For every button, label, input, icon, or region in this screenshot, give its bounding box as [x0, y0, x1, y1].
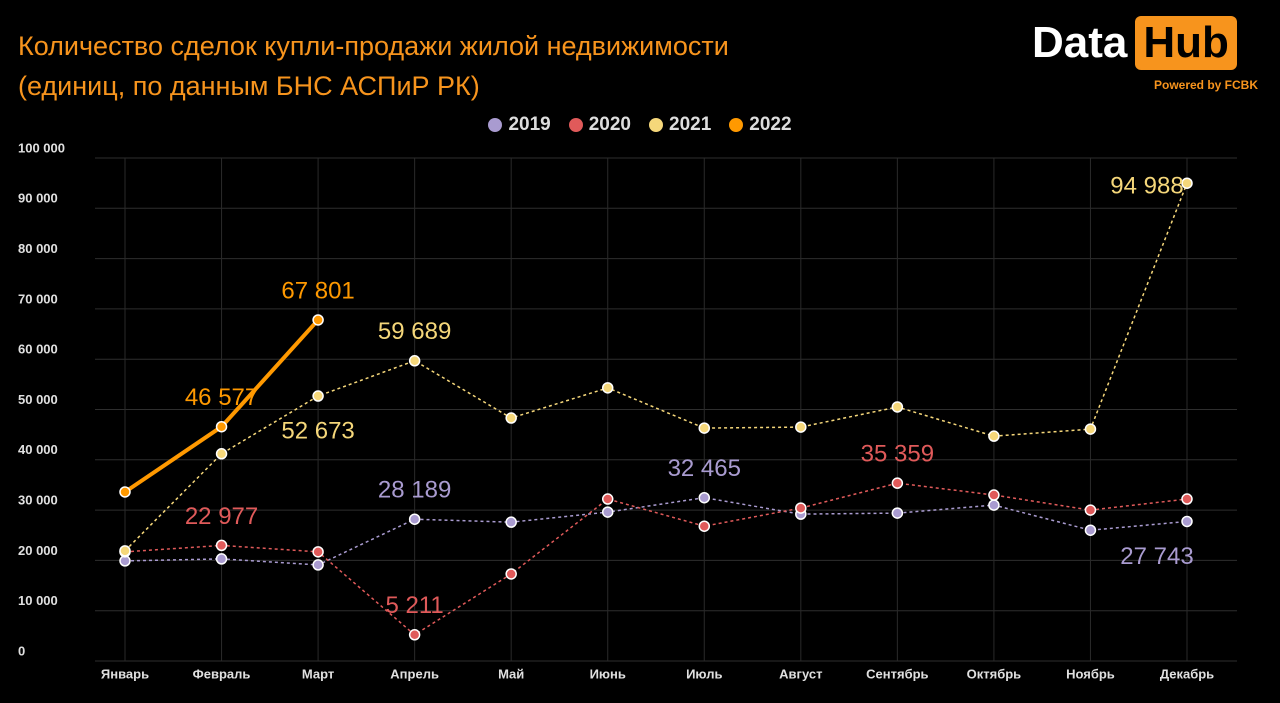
data-point [505, 412, 517, 424]
data-label: 52 673 [281, 417, 354, 444]
data-point [698, 422, 711, 434]
data-point [215, 420, 228, 433]
x-tick-label: Февраль [193, 666, 251, 681]
x-tick-label: Октябрь [967, 666, 1022, 681]
data-point [312, 559, 324, 571]
x-tick-label: Июль [686, 666, 722, 681]
x-tick-label: Сентябрь [866, 666, 928, 681]
data-label: 32 465 [668, 455, 741, 482]
data-point [215, 553, 228, 565]
y-tick-label: 50 000 [18, 392, 58, 407]
x-tick-label: Август [779, 666, 822, 681]
data-point [795, 502, 807, 514]
legend-swatch [568, 118, 583, 132]
x-tick-label: Март [302, 666, 334, 681]
data-point [1181, 177, 1193, 189]
series-line [124, 182, 1188, 552]
x-tick-label: Декабрь [1160, 666, 1214, 681]
data-label: 35 359 [861, 440, 934, 467]
series-line [124, 482, 1188, 636]
chart-subtitle: (единиц, по данным БНС АСПиР РК) [18, 71, 480, 101]
legend-swatch [649, 118, 663, 132]
data-point [988, 430, 1000, 442]
data-point [988, 489, 1000, 501]
data-point [1084, 423, 1097, 435]
logo: Data Hub Powered by FCBK [1032, 16, 1258, 92]
y-tick-label: 80 000 [18, 241, 58, 256]
legend-item: 2020 [568, 114, 631, 136]
logo-left: Data [1032, 18, 1128, 67]
y-tick-label: 60 000 [18, 342, 58, 357]
x-tick-label: Ноябрь [1066, 666, 1115, 681]
data-point [215, 539, 228, 552]
data-point [1084, 524, 1097, 536]
data-point [795, 421, 807, 433]
y-tick-label: 10 000 [18, 593, 58, 608]
legend-item: 2022 [729, 114, 792, 136]
data-label: 46 577 [185, 384, 258, 411]
y-tick-label: 0 [18, 643, 25, 658]
data-point [312, 390, 324, 402]
data-point [408, 355, 421, 367]
data-label: 22 977 [185, 503, 258, 530]
data-point [601, 493, 614, 505]
data-point [1181, 493, 1193, 505]
data-point [1181, 515, 1193, 528]
data-label: 59 689 [378, 318, 451, 345]
legend-label: 2021 [669, 114, 712, 135]
title-block: Количество сделок купли-продажи жилой не… [18, 26, 729, 106]
legend-swatch [488, 118, 503, 132]
y-tick-label: 40 000 [18, 442, 58, 457]
data-point [119, 486, 131, 498]
logo-tagline: Powered by FCBK [1153, 78, 1258, 92]
x-tick-label: Январь [101, 666, 149, 681]
y-tick-label: 100 000 [18, 140, 65, 155]
data-point [891, 477, 904, 489]
series-line [124, 496, 1188, 566]
data-point [1084, 504, 1097, 516]
data-label: 27 743 [1120, 543, 1193, 570]
legend: 2019 2020 2021 2022 [0, 114, 1280, 136]
data-point [601, 382, 614, 394]
logo-right: Hub [1135, 16, 1237, 70]
y-tick-label: 70 000 [18, 291, 58, 306]
data-point [601, 506, 614, 518]
x-tick-label: Май [498, 666, 524, 681]
data-label: 5 211 [385, 592, 443, 619]
x-tick-label: Апрель [390, 666, 439, 681]
data-point [505, 516, 517, 528]
legend-label: 2022 [749, 114, 792, 135]
data-point [408, 629, 421, 641]
chart-title: Количество сделок купли-продажи жилой не… [18, 31, 729, 61]
data-label: 28 189 [378, 477, 451, 504]
legend-swatch [729, 118, 744, 132]
data-point [505, 568, 517, 580]
data-point [119, 545, 131, 557]
data-point [312, 546, 324, 558]
logo-row: Data Hub [1032, 16, 1258, 70]
data-point [215, 448, 228, 460]
data-point [312, 314, 324, 326]
y-tick-label: 20 000 [18, 543, 58, 558]
data-point [891, 401, 904, 413]
data-point [698, 520, 711, 532]
y-tick-label: 90 000 [18, 191, 58, 206]
legend-item: 2019 [488, 114, 551, 136]
y-tick-label: 30 000 [18, 493, 58, 508]
data-point [891, 507, 904, 519]
legend-label: 2019 [508, 114, 551, 135]
data-point [988, 499, 1000, 511]
data-point [698, 491, 711, 504]
x-tick-label: Июнь [590, 666, 626, 681]
data-label: 67 801 [281, 277, 354, 304]
legend-item: 2021 [649, 114, 711, 136]
legend-label: 2020 [588, 114, 631, 135]
data-label: 94 988 [1110, 173, 1183, 200]
data-point [408, 513, 421, 525]
